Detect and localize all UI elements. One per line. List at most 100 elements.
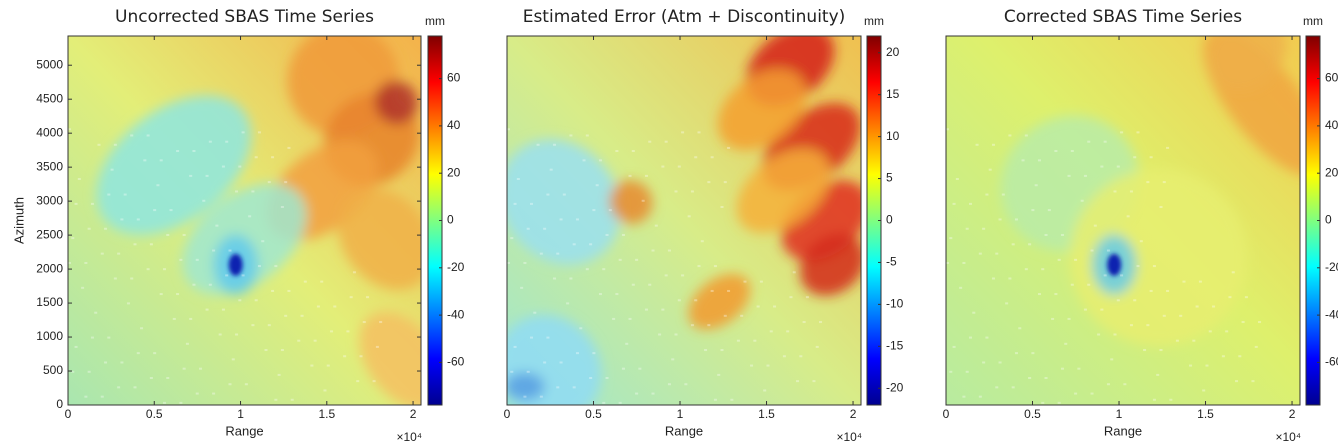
speckle [179, 401, 183, 404]
colorbar-tick-label: 20 [886, 45, 900, 59]
speckle [753, 339, 757, 342]
speckle [815, 345, 819, 348]
speckle [267, 324, 271, 327]
speckle [1024, 268, 1028, 271]
x-tick-label: 0.5 [585, 407, 602, 421]
speckle [225, 140, 229, 143]
speckle [819, 321, 823, 324]
speckle [1116, 165, 1120, 168]
colorbar-tick-label: 60 [1325, 71, 1338, 85]
speckle [241, 274, 245, 277]
speckle [759, 280, 763, 283]
speckle [284, 181, 288, 184]
speckle [1074, 258, 1078, 261]
speckle [320, 280, 324, 283]
speckle [1238, 355, 1242, 358]
map-image [946, 36, 1300, 405]
speckle [228, 383, 232, 386]
colorbar-tick-label: 0 [1325, 213, 1332, 227]
speckle [667, 249, 671, 252]
speckle [529, 336, 533, 339]
speckle [955, 178, 959, 181]
speckle [533, 311, 537, 314]
speckle [97, 143, 101, 146]
speckle [231, 358, 235, 361]
speckle [690, 324, 694, 327]
speckle [1060, 233, 1064, 236]
speckle [1106, 249, 1110, 252]
speckle [271, 289, 275, 292]
speckle [717, 373, 721, 376]
speckle [74, 345, 78, 348]
speckle [110, 168, 114, 171]
speckle [1103, 274, 1107, 277]
x-tick-label: 0 [504, 407, 511, 421]
y-tick-label: 500 [43, 363, 63, 377]
speckle [1018, 327, 1022, 330]
speckle [84, 261, 88, 264]
speckle [1005, 302, 1009, 305]
speckle [185, 342, 189, 345]
x-exponent: ×10⁴ [836, 430, 862, 444]
speckle [1208, 330, 1212, 333]
speckle [1120, 274, 1124, 277]
speckle [287, 146, 291, 149]
speckle [543, 227, 547, 230]
speckle [1037, 293, 1041, 296]
speckle [962, 261, 966, 264]
speckle [1189, 364, 1193, 367]
speckle [539, 252, 543, 255]
speckle [592, 209, 596, 212]
speckle [1139, 240, 1143, 243]
speckle [556, 252, 560, 255]
speckle [736, 339, 740, 342]
speckle [169, 209, 173, 212]
speckle [1024, 134, 1028, 137]
speckle [1241, 321, 1245, 324]
speckle [123, 193, 127, 196]
speckle [274, 265, 278, 268]
speckle [1221, 355, 1225, 358]
panel: Uncorrected SBAS Time Series 0 0.5 1 1.5 2 Ran… [11, 7, 464, 444]
speckle [254, 156, 258, 159]
speckle [559, 218, 563, 221]
y-tick-label: 4500 [36, 91, 63, 105]
speckle [254, 299, 258, 302]
map-feature [799, 233, 861, 296]
speckle [978, 252, 982, 255]
speckle [1113, 333, 1117, 336]
speckle [730, 398, 734, 401]
speckle [1126, 215, 1130, 218]
speckle [241, 131, 245, 134]
speckle [162, 268, 166, 271]
speckle [1179, 314, 1183, 317]
axes-box [945, 35, 1301, 406]
speckle [605, 233, 609, 236]
speckle [782, 355, 786, 358]
y-tick-label: 1000 [36, 329, 63, 343]
speckle [120, 218, 124, 221]
speckle [520, 286, 524, 289]
speckle [1008, 277, 1012, 280]
speckle [159, 159, 163, 162]
speckle [1064, 342, 1068, 345]
speckle [87, 370, 91, 373]
speckle [982, 227, 986, 230]
speckle [326, 364, 330, 367]
speckle [1011, 243, 1015, 246]
speckle [763, 389, 767, 392]
speckle [146, 134, 150, 137]
colorbar-label: mm [864, 14, 884, 28]
speckle [1149, 289, 1153, 292]
speckle [1031, 352, 1035, 355]
speckle [1031, 209, 1035, 212]
speckle [962, 395, 966, 398]
x-axis-label: Range [225, 423, 263, 438]
speckle [333, 305, 337, 308]
speckle [1166, 146, 1170, 149]
colorbar-tick-label: 20 [447, 165, 461, 179]
speckle [205, 174, 209, 177]
speckle [280, 349, 284, 352]
